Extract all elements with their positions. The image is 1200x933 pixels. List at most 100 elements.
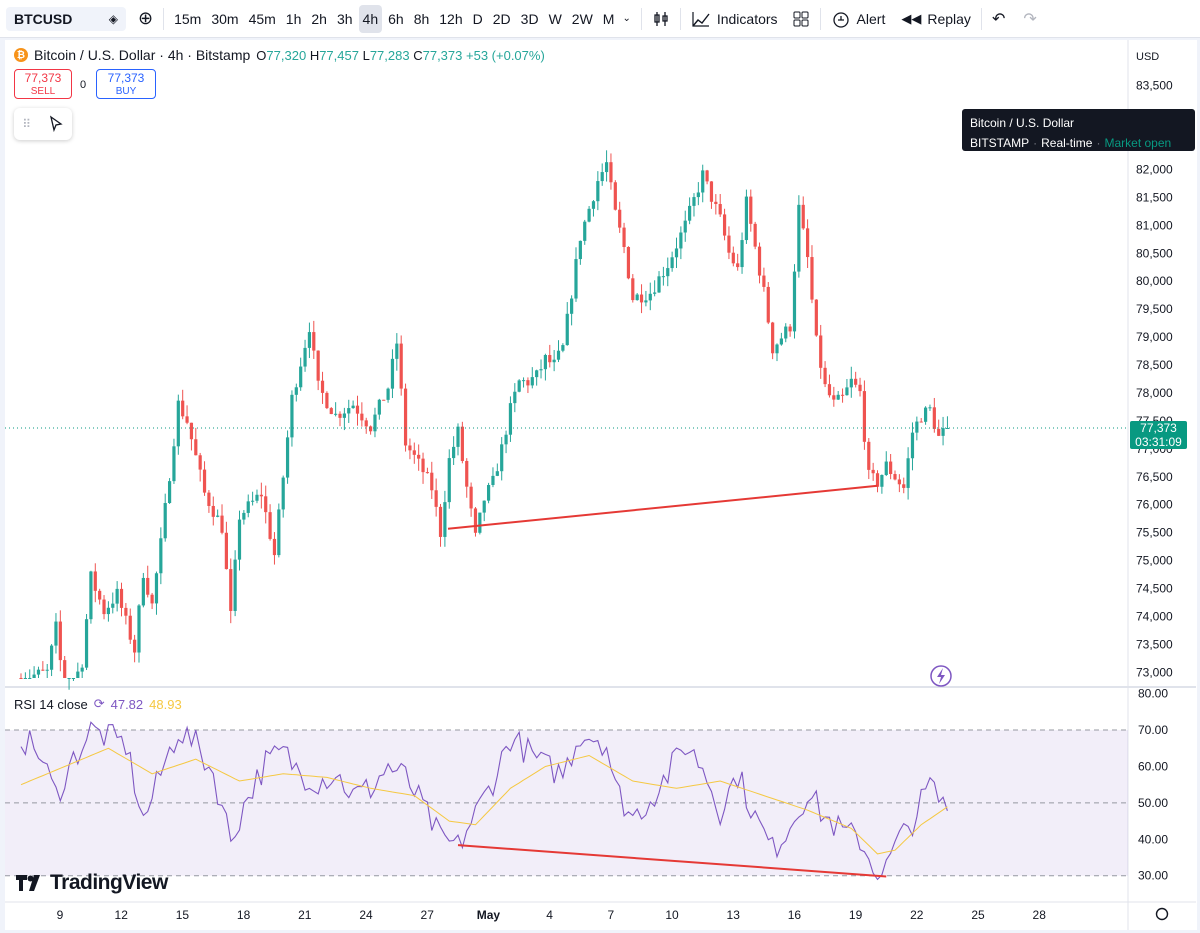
candle-body [246, 501, 250, 513]
candle-body [255, 494, 259, 501]
time-tick-label: 18 [237, 908, 251, 922]
candle-body [264, 496, 268, 513]
candle-body [771, 322, 775, 354]
candle-body [858, 384, 862, 392]
interval-list: 15m 30m 45m 1h 2h 3h 4h 6h 8h 12h D 2D 3D W 2W M [170, 4, 618, 33]
interval-2w[interactable]: 2W [571, 10, 593, 27]
candle-body [552, 359, 556, 363]
candle-body [797, 204, 801, 272]
candle-body [185, 416, 189, 423]
candles-icon[interactable] [648, 5, 674, 33]
interval-8h[interactable]: 8h [413, 10, 430, 27]
candle-body [749, 196, 753, 224]
candle-body [666, 268, 670, 277]
candle-body [517, 380, 521, 392]
candle-body [626, 247, 631, 279]
interval-15m[interactable]: 15m [174, 10, 202, 27]
candle-body [600, 172, 604, 182]
interval-m[interactable]: M [602, 10, 615, 27]
interval-6h[interactable]: 6h [388, 10, 404, 27]
candle-body [836, 394, 840, 400]
candle-body [827, 384, 832, 396]
sell-button[interactable]: 77,373 SELL [14, 69, 72, 99]
settings-gear-icon[interactable] [1155, 907, 1169, 921]
candle-body [408, 445, 412, 451]
interval-12h[interactable]: 12h [439, 10, 463, 27]
candle-body [106, 607, 110, 615]
compare-add-icon[interactable]: ⊕ [138, 8, 154, 28]
interval-w[interactable]: W [548, 10, 562, 27]
candle-body [89, 571, 93, 620]
candle-body [237, 519, 242, 560]
time-tick-label: 12 [115, 908, 129, 922]
candle-body [823, 367, 827, 385]
drawing-toolbar[interactable]: ⠿ [14, 108, 72, 140]
redo-icon[interactable]: ↷ [1023, 10, 1037, 28]
candle-body [36, 669, 41, 675]
candle-body [307, 332, 312, 348]
layouts-grid-icon[interactable] [788, 5, 814, 33]
candle-body [299, 366, 303, 388]
candle-body [893, 474, 897, 480]
symbol-search[interactable]: BTCUSD ◈ [6, 6, 126, 31]
candle-body [478, 512, 482, 533]
candle-body [150, 594, 154, 604]
candle-body [583, 221, 587, 241]
candle-body [832, 395, 836, 400]
replay-button[interactable]: ◀◀ Replay [897, 5, 975, 33]
refresh-icon[interactable]: ⟳ [93, 696, 105, 711]
candle-body [207, 492, 211, 506]
candle-body [784, 326, 788, 339]
interval-2h[interactable]: 2h [311, 10, 327, 27]
alert-button[interactable]: Alert [827, 5, 890, 33]
interval-2d[interactable]: 2D [492, 10, 511, 27]
rsi-tick-label: 80.00 [1138, 687, 1168, 701]
candle-body [814, 299, 818, 336]
candle-body [211, 505, 215, 517]
candle-body [456, 426, 460, 447]
symbol-tooltip: Bitcoin / U.S. Dollar BITSTAMP · Real-time… [962, 109, 1195, 151]
candle-body [482, 500, 486, 513]
interval-1h[interactable]: 1h [285, 10, 302, 27]
candle-body [224, 532, 228, 570]
candle-body [430, 472, 434, 491]
indicators-button[interactable]: Indicators [687, 5, 782, 33]
interval-30m[interactable]: 30m [211, 10, 239, 27]
candle-body [133, 639, 137, 653]
candle-body [364, 420, 368, 427]
candle-body [792, 271, 797, 332]
interval-d[interactable]: D [472, 10, 483, 27]
candle-body [167, 481, 172, 504]
price-tick-label: 80,500 [1136, 246, 1173, 260]
time-tick-label: 4 [546, 908, 553, 922]
price-tick-label: 82,000 [1136, 162, 1173, 176]
currency-label: USD [1136, 51, 1159, 63]
interval-3h[interactable]: 3h [336, 10, 353, 27]
candle-body [779, 338, 783, 345]
candle-body [137, 605, 141, 653]
indicators-icon [692, 11, 710, 27]
candle-body [486, 484, 491, 501]
drag-handle-icon[interactable]: ⠿ [22, 117, 32, 131]
candle-body [347, 408, 351, 414]
candle-body [613, 182, 617, 210]
candle-body [377, 399, 381, 415]
buy-button[interactable]: 77,373 BUY [96, 69, 156, 99]
tradingview-logo-icon [16, 875, 40, 891]
candle-body [648, 293, 652, 301]
undo-icon[interactable]: ↶ [991, 10, 1006, 28]
eye-diamond-icon[interactable]: ◈ [108, 11, 118, 26]
candle-body [115, 588, 119, 604]
interval-45m[interactable]: 45m [248, 10, 276, 27]
interval-3d[interactable]: 3D [520, 10, 539, 27]
interval-4h[interactable]: 4h [358, 4, 383, 33]
chevron-down-icon[interactable]: ⌄ [622, 13, 631, 24]
candle-body [731, 252, 735, 264]
candle-body [679, 232, 683, 249]
candle-body [124, 607, 128, 616]
candle-body [329, 408, 333, 415]
time-tick-label: 16 [788, 908, 802, 922]
price-tick-label: 76,000 [1136, 498, 1173, 512]
candle-body [172, 446, 176, 482]
